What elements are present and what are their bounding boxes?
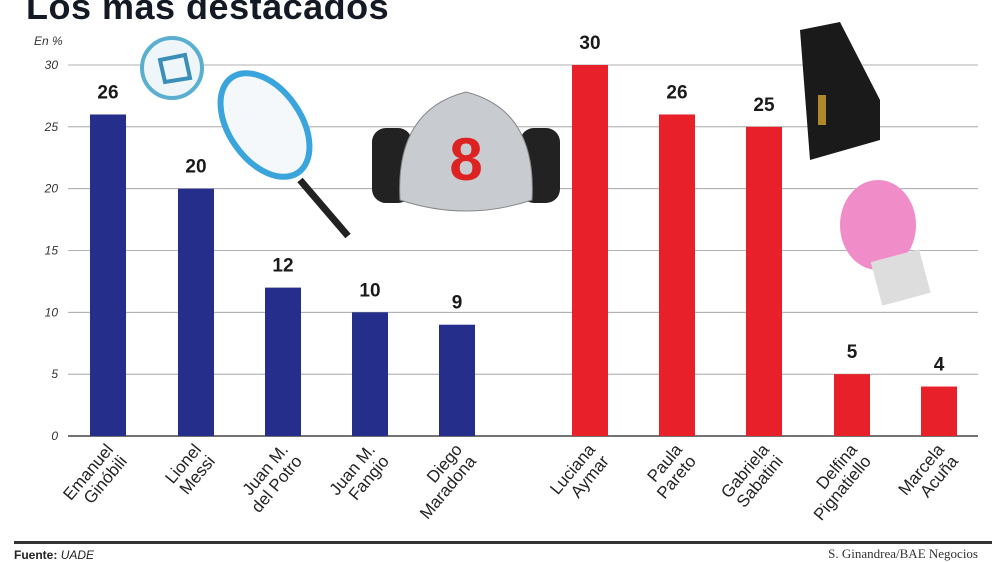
soccer-ball-icon	[140, 36, 204, 100]
category-label: LionelMessi	[161, 440, 219, 499]
bar	[352, 312, 388, 436]
data-label: 26	[666, 82, 687, 103]
data-label: 25	[753, 95, 775, 116]
y-tick-label: 25	[44, 120, 59, 134]
category-label: Juan M.Fangio	[326, 440, 393, 510]
y-tick-label: 30	[45, 58, 59, 72]
y-tick-label: 5	[51, 367, 58, 381]
y-tick-label: 0	[51, 429, 58, 443]
y-tick-label: 15	[45, 244, 59, 258]
data-label: 9	[452, 293, 463, 314]
bar	[659, 114, 695, 436]
bar	[572, 65, 608, 436]
data-label: 20	[185, 157, 206, 178]
boxing-glove-icon	[840, 180, 931, 306]
bar	[921, 386, 957, 436]
category-label: GabrielaSabatini	[717, 440, 787, 513]
race-car-icon: 8	[372, 91, 560, 212]
source: Fuente: UADE	[14, 548, 94, 562]
category-label: PaulaPareto	[639, 440, 700, 503]
source-label: Fuente:	[14, 548, 58, 562]
data-label: 30	[579, 33, 600, 54]
data-label: 5	[847, 342, 858, 363]
category-label: EmanuelGinóbili	[59, 440, 130, 515]
bar	[178, 188, 214, 436]
bar	[265, 287, 301, 436]
bar	[439, 324, 475, 436]
source-value: UADE	[60, 548, 95, 562]
y-tick-label: 20	[44, 182, 59, 196]
category-label: DelfinaPignatiello	[796, 440, 875, 524]
data-label: 4	[934, 355, 945, 376]
bar	[746, 126, 782, 436]
footer-divider	[14, 541, 992, 544]
y-axis-label: En %	[34, 34, 63, 48]
category-label: MarcelaAcuña	[895, 440, 963, 511]
data-label: 26	[97, 82, 118, 103]
black-belt-icon	[800, 22, 880, 160]
category-label: Juan M.del Potro	[234, 440, 306, 516]
category-label: LucianaAymar	[546, 440, 613, 510]
y-tick-label: 10	[45, 305, 59, 319]
data-label: 12	[272, 256, 293, 277]
data-label: 10	[359, 280, 380, 301]
chart-title: Los mas destacados	[26, 0, 390, 27]
bar	[90, 114, 126, 436]
tennis-racket-icon	[217, 70, 351, 239]
svg-text:8: 8	[449, 126, 482, 193]
category-label: DiegoMaradona	[402, 440, 480, 523]
bar	[834, 374, 870, 436]
credit: S. Ginandrea/BAE Negocios	[828, 546, 978, 561]
